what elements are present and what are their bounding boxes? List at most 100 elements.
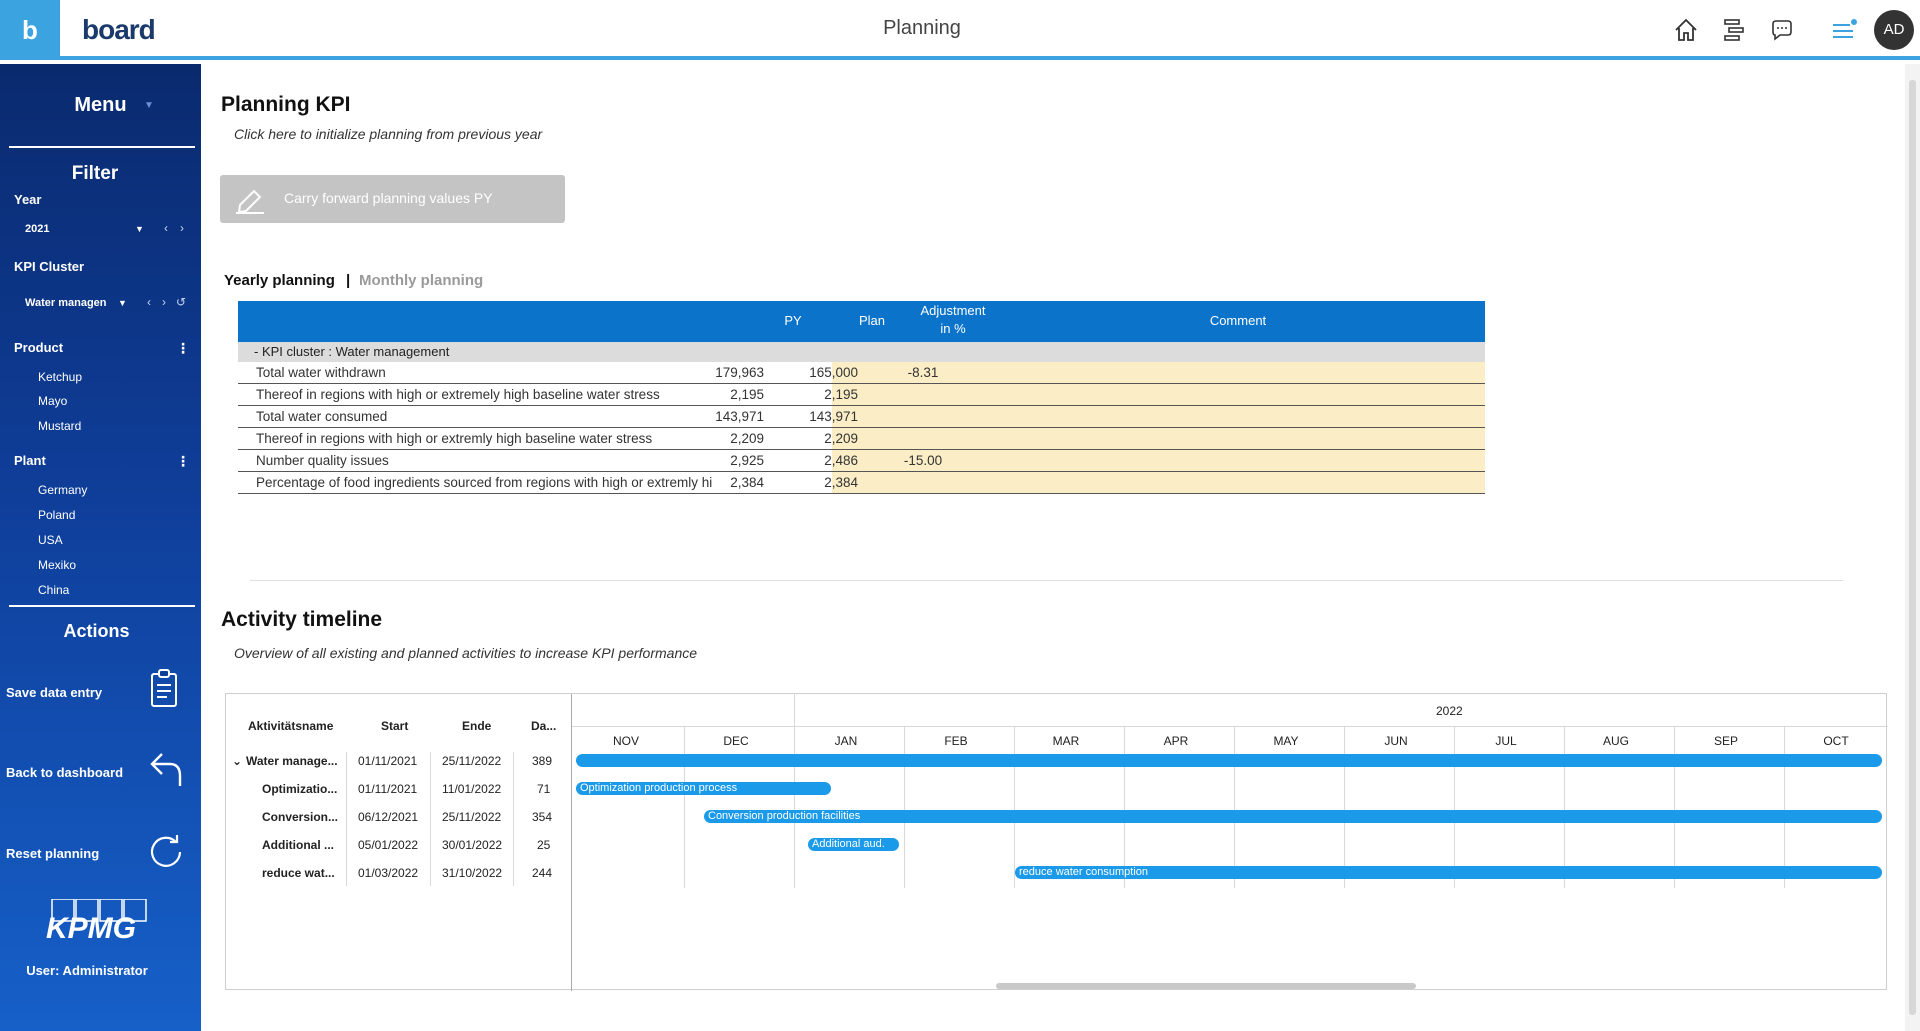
previous-icon[interactable]: ‹ xyxy=(164,221,168,235)
month-label: DEC xyxy=(723,734,749,748)
splitter[interactable] xyxy=(571,694,572,991)
menu-button[interactable]: Menu xyxy=(74,94,127,116)
plan-value[interactable]: 2,209 xyxy=(824,431,858,446)
month-label: NOV xyxy=(612,734,639,748)
more-options-icon[interactable]: ⋮ xyxy=(176,453,190,469)
column-header-plan[interactable]: Plan xyxy=(858,313,886,328)
refresh-icon[interactable] xyxy=(146,828,186,872)
activity-start: 01/03/2022 xyxy=(358,866,419,880)
month-label: MAR xyxy=(1052,734,1080,748)
table-row[interactable]: Thereof in regions with high or extremel… xyxy=(238,384,1485,406)
table-row[interactable]: Total water withdrawn 179,963 165,000 -8… xyxy=(238,362,1485,384)
month-gridline xyxy=(1124,726,1125,888)
plan-value[interactable]: 165,000 xyxy=(809,365,858,380)
plan-input-cell[interactable] xyxy=(832,428,1485,449)
table-row[interactable]: Thereof in regions with high or extremly… xyxy=(238,428,1485,450)
adjustment-value[interactable]: -15.00 xyxy=(903,453,943,468)
activity-name[interactable]: Water manage... xyxy=(246,754,338,768)
activity-name[interactable]: reduce wat... xyxy=(262,866,335,880)
hierarchy-icon[interactable] xyxy=(1720,16,1748,44)
column-header-start[interactable]: Start xyxy=(381,719,409,733)
vertical-scrollbar-thumb[interactable] xyxy=(1909,80,1916,1015)
plan-input-cell[interactable] xyxy=(832,406,1485,427)
chevron-down-icon[interactable]: ▼ xyxy=(144,100,154,111)
column-header-comment[interactable]: Comment xyxy=(1209,313,1267,328)
gantt-bar[interactable]: Optimization production process xyxy=(576,782,831,795)
product-item[interactable]: Mayo xyxy=(38,394,68,408)
month-label: AUG xyxy=(1602,734,1629,748)
kpi-group-row[interactable]: - KPI cluster : Water management xyxy=(238,342,1485,362)
plan-input-cell[interactable] xyxy=(832,384,1485,405)
month-gridline xyxy=(1454,726,1455,888)
year-divider xyxy=(794,694,795,726)
column-header-adjustment[interactable]: Adjustment xyxy=(920,303,986,318)
gantt-bar[interactable]: Conversion production facilities xyxy=(704,810,1882,823)
column-divider xyxy=(430,752,431,886)
previous-icon[interactable]: ‹ xyxy=(147,295,151,309)
planning-kpi-title: Planning KPI xyxy=(221,93,351,116)
tab-separator: | xyxy=(346,272,351,289)
board-logo-icon[interactable]: b xyxy=(0,0,60,60)
plant-item[interactable]: USA xyxy=(38,533,63,547)
plan-value[interactable]: 2,384 xyxy=(824,475,858,490)
plant-item[interactable]: Germany xyxy=(38,483,88,497)
plan-value[interactable]: 2,195 xyxy=(824,387,858,402)
save-data-entry-button[interactable]: Save data entry xyxy=(6,685,103,700)
gantt-bar[interactable] xyxy=(576,754,1882,767)
expand-row-icon[interactable]: ⌄ xyxy=(232,754,243,768)
product-item[interactable]: Mustard xyxy=(38,419,82,433)
page-title: Planning xyxy=(883,17,961,39)
column-header-name[interactable]: Aktivitätsname xyxy=(248,719,334,733)
reset-filter-icon[interactable]: ↺ xyxy=(176,295,187,309)
gantt-bar[interactable]: reduce water consumption xyxy=(1015,866,1882,879)
plan-value[interactable]: 143,971 xyxy=(809,409,858,424)
gantt-chart: Aktivitätsname Start Ende Da... ⌄ Water … xyxy=(225,693,1888,991)
product-item[interactable]: Ketchup xyxy=(38,370,83,384)
horizontal-scrollbar[interactable] xyxy=(996,983,1416,989)
reset-planning-button[interactable]: Reset planning xyxy=(6,846,100,861)
plan-value[interactable]: 2,486 xyxy=(824,453,858,468)
plan-input-cell[interactable] xyxy=(832,362,1485,383)
activity-duration: 25 xyxy=(537,838,551,852)
plan-input-cell[interactable] xyxy=(832,450,1485,471)
plant-item[interactable]: Poland xyxy=(38,508,76,522)
home-icon[interactable] xyxy=(1672,16,1700,44)
plant-item[interactable]: China xyxy=(38,583,70,597)
activity-name[interactable]: Optimizatio... xyxy=(262,782,338,796)
more-options-icon[interactable]: ⋮ xyxy=(176,340,190,356)
chevron-down-icon[interactable]: ▼ xyxy=(135,224,144,234)
chat-icon[interactable] xyxy=(1768,16,1796,44)
back-to-dashboard-button[interactable]: Back to dashboard xyxy=(6,765,124,780)
py-value: 179,963 xyxy=(715,365,764,380)
adjustment-value[interactable]: -8.31 xyxy=(907,365,939,380)
table-row[interactable]: Total water consumed 143,971 143,971 xyxy=(238,406,1485,428)
tab-yearly-planning[interactable]: Yearly planning xyxy=(224,272,335,289)
column-header-end[interactable]: Ende xyxy=(462,719,492,733)
kpi-cluster-select[interactable]: Water managen xyxy=(25,297,107,309)
table-row[interactable]: Number quality issues 2,925 2,486 -15.00 xyxy=(238,450,1485,472)
plan-input-cell[interactable] xyxy=(832,472,1485,493)
activity-end: 30/01/2022 xyxy=(442,838,503,852)
chevron-down-icon[interactable]: ▼ xyxy=(118,298,127,308)
notifications-menu-icon[interactable] xyxy=(1830,16,1858,44)
column-header-duration[interactable]: Da... xyxy=(531,719,557,733)
column-header-py[interactable]: PY xyxy=(784,313,802,328)
next-icon[interactable]: › xyxy=(180,221,184,235)
gantt-bar[interactable]: Additional aud. xyxy=(808,838,899,851)
py-value: 2,384 xyxy=(730,475,764,490)
carry-forward-button[interactable]: Carry forward planning values PY xyxy=(220,175,565,223)
next-icon[interactable]: › xyxy=(162,295,166,309)
year-select[interactable]: 2021 xyxy=(25,223,50,235)
activity-name[interactable]: Conversion... xyxy=(262,810,339,824)
table-row[interactable]: Percentage of food ingredients sourced f… xyxy=(238,472,1485,494)
user-label: User: Administrator xyxy=(26,963,148,978)
tab-monthly-planning[interactable]: Monthly planning xyxy=(359,272,484,289)
month-label: APR xyxy=(1163,734,1189,748)
activity-duration: 71 xyxy=(537,782,551,796)
back-arrow-icon[interactable] xyxy=(146,748,186,792)
plant-item[interactable]: Mexiko xyxy=(38,558,77,572)
avatar[interactable]: AD xyxy=(1874,10,1914,50)
month-label: JUN xyxy=(1384,734,1408,748)
activity-name[interactable]: Additional ... xyxy=(262,838,334,852)
clipboard-icon[interactable] xyxy=(146,667,186,711)
